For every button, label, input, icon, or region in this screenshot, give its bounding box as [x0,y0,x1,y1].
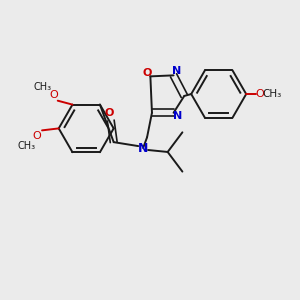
Text: N: N [173,111,182,121]
Text: N: N [138,142,148,154]
Text: O: O [143,68,152,78]
Text: N: N [172,66,181,76]
Text: O: O [33,131,41,141]
Text: CH₃: CH₃ [262,89,281,99]
Text: O: O [256,89,264,99]
Text: CH₃: CH₃ [17,141,35,151]
Text: O: O [104,108,113,118]
Text: O: O [50,90,58,100]
Text: CH₃: CH₃ [34,82,52,92]
